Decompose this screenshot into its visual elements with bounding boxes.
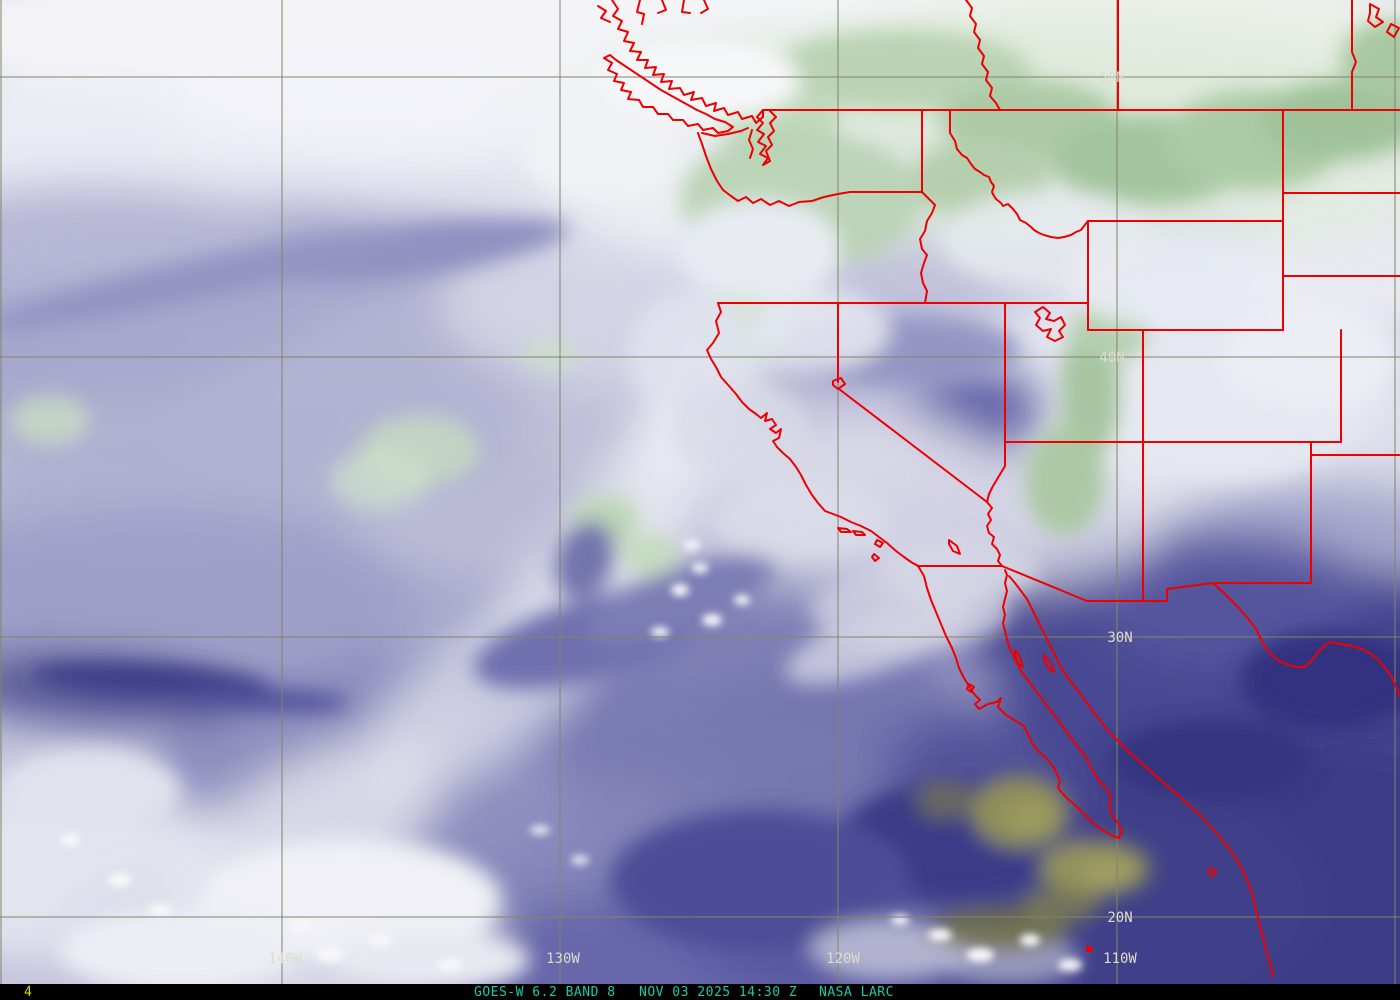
mexico-coastline [1008, 575, 1274, 977]
water-vapor-detail [0, 20, 1400, 984]
frame-number: 4 [24, 985, 33, 1000]
coordinate-labels: 50N 40N 30N 20N 140W 130W 120W 110W [268, 70, 1137, 967]
us-mexico-border [917, 565, 1214, 602]
credit-label: NASA LARC [819, 985, 894, 1000]
lat-label-30n: 30N [1107, 630, 1132, 646]
salton-sea [948, 539, 961, 555]
status-bar: 4 GOES-W 6.2 BAND 8 NOV 03 2025 14:30 Z … [0, 984, 1400, 1000]
lon-label-130w: 130W [546, 951, 580, 967]
lon-label-120w: 120W [826, 951, 860, 967]
lon-label-140w: 140W [268, 951, 302, 967]
bc-coastline [611, 0, 764, 124]
lat-label-50n: 50N [1099, 70, 1124, 86]
vancouver-island [603, 54, 734, 134]
great-salt-lake [1034, 306, 1066, 342]
lat-label-20n: 20N [1107, 910, 1132, 926]
lat-label-40n: 40N [1099, 350, 1124, 366]
product-label: GOES-W 6.2 BAND 8 [474, 985, 616, 1000]
cloud-speckles [60, 540, 1082, 971]
map-borders [597, 0, 1400, 977]
baja-california [917, 565, 1123, 839]
socorro-island-marker [1086, 946, 1092, 952]
timestamp-label: NOV 03 2025 14:30 Z [639, 985, 798, 1000]
california-coastline [706, 302, 919, 567]
lon-label-110w: 110W [1103, 951, 1137, 967]
